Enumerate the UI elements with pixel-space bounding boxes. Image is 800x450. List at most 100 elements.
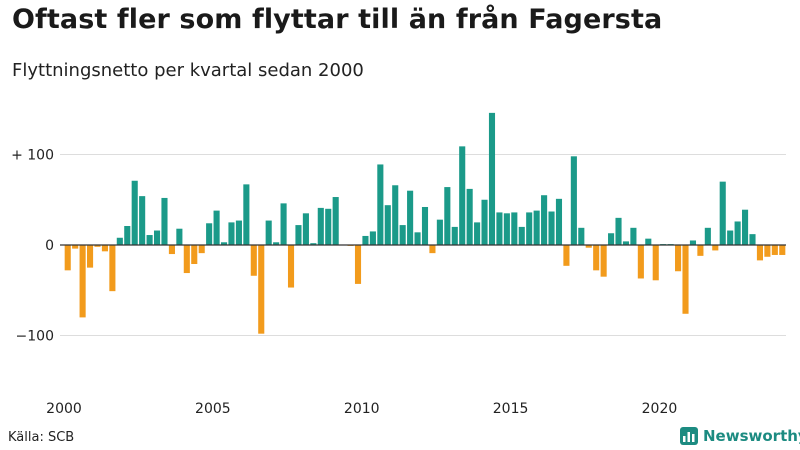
bar (466, 188, 473, 245)
brand-logo: Newsworthy (680, 427, 800, 445)
bar (168, 245, 175, 255)
bar (749, 234, 756, 245)
bar (213, 210, 220, 245)
bar (563, 245, 570, 266)
bar (764, 245, 771, 257)
bar (526, 212, 533, 245)
x-tick-label: 2010 (344, 401, 380, 417)
bar (258, 245, 265, 334)
bar (459, 146, 466, 245)
bar (109, 245, 116, 292)
bar (704, 227, 711, 246)
y-tick-label: 0 (45, 238, 54, 254)
bar (64, 245, 71, 271)
bar (622, 241, 630, 245)
bar (317, 207, 324, 245)
bar (682, 245, 689, 314)
source-note: Källa: SCB (8, 430, 75, 445)
bar (511, 212, 518, 245)
bar (675, 245, 682, 272)
bar (451, 226, 458, 245)
bar (243, 184, 250, 246)
bar (94, 245, 101, 247)
bar (555, 198, 563, 245)
bar (206, 223, 213, 245)
bar (541, 195, 548, 245)
bar (183, 245, 190, 274)
bar (332, 197, 339, 245)
bar (198, 245, 205, 254)
bar (570, 156, 577, 245)
bar (578, 227, 585, 246)
bar (287, 245, 295, 288)
bar (79, 245, 86, 318)
bar (429, 245, 436, 254)
bar (533, 210, 540, 245)
bar (615, 217, 622, 245)
bar (220, 242, 228, 245)
bar (384, 205, 391, 245)
bar (354, 245, 362, 284)
newsworthy-icon (680, 427, 698, 445)
bar (302, 213, 309, 245)
bar (87, 245, 94, 268)
bar (153, 230, 161, 245)
x-tick-label: 2015 (493, 401, 529, 417)
bar (548, 211, 555, 245)
bar (101, 245, 108, 252)
bar (235, 220, 242, 245)
bar (756, 245, 763, 261)
bar (496, 212, 503, 245)
bar (191, 245, 198, 264)
bar (228, 222, 235, 246)
bar (637, 245, 644, 279)
bar (414, 232, 421, 245)
bar (697, 245, 704, 256)
bar (689, 240, 697, 245)
bar (295, 225, 302, 245)
bar (727, 230, 734, 245)
bar (608, 233, 615, 246)
brand-name: Newsworthy (703, 427, 800, 445)
bar (444, 187, 451, 245)
bar (146, 235, 153, 245)
bar (742, 209, 749, 245)
bar (593, 245, 600, 271)
bar (176, 228, 183, 245)
bar (719, 181, 726, 245)
bar (116, 237, 123, 245)
bar (585, 245, 592, 248)
bar (652, 245, 659, 281)
x-tick-label: 2020 (642, 401, 678, 417)
x-tick-label: 2000 (46, 401, 82, 417)
bar (771, 245, 778, 255)
bar (377, 164, 384, 245)
y-tick-label: + 100 (11, 148, 54, 164)
bar (250, 245, 257, 276)
x-tick-label: 2005 (195, 401, 231, 417)
bar (474, 222, 481, 246)
bar (280, 203, 287, 245)
bar (645, 238, 652, 245)
bar (325, 208, 332, 245)
bar (399, 225, 406, 245)
bar (273, 242, 280, 245)
chart-subtitle: Flyttningsnetto per kvartal sedan 2000 (12, 60, 364, 81)
bar (362, 235, 369, 245)
bar (503, 213, 510, 245)
bar (436, 219, 443, 245)
bar (161, 197, 168, 245)
bar (124, 226, 131, 245)
bar (369, 231, 376, 246)
bar (488, 112, 496, 246)
bar (734, 221, 741, 245)
chart-title: Oftast fler som flyttar till än från Fag… (12, 4, 663, 35)
bar (139, 196, 146, 245)
bar (407, 190, 414, 245)
bar (72, 245, 79, 249)
bar (421, 206, 429, 245)
bar (630, 227, 637, 246)
bar (481, 199, 488, 245)
bar (310, 243, 317, 245)
